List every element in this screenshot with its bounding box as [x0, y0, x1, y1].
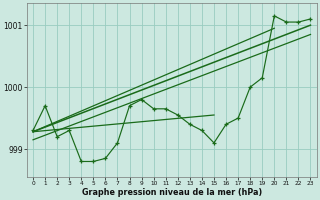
X-axis label: Graphe pression niveau de la mer (hPa): Graphe pression niveau de la mer (hPa) [82, 188, 262, 197]
